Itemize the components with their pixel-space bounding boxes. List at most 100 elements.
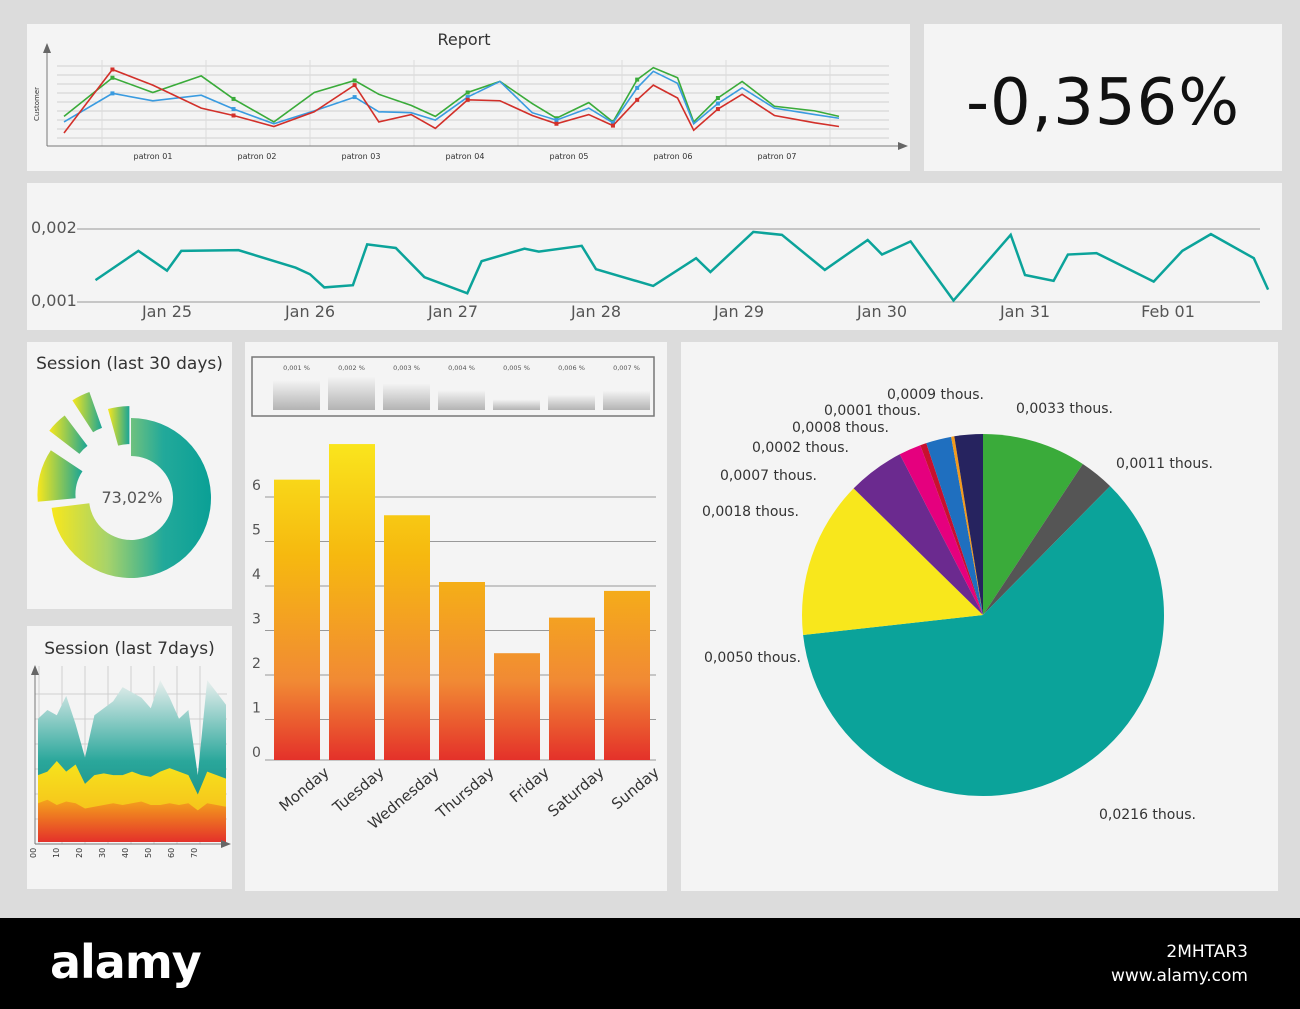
area-x-tick: 00 — [29, 848, 38, 858]
report-title: Report — [437, 30, 490, 49]
bar-panel: 0,001 % 0,002 % 0,003 % 0,004 % 0,005 % 0,006… — [245, 342, 667, 891]
mini-bar-label: 0,002 % — [338, 364, 365, 372]
timeline-chart: 0,002 0,001 Jan 25 Jan 26 Jan 27 Jan 28 Jan … — [31, 218, 1270, 321]
report-point — [231, 113, 236, 118]
mini-bar — [438, 390, 485, 410]
report-point — [231, 107, 236, 112]
pie-slice — [954, 434, 983, 615]
pie-label: 0,0001 thous. — [824, 403, 921, 419]
donut-main-segment — [51, 418, 212, 578]
bar — [439, 582, 485, 760]
pie-label: 0,0018 thous. — [702, 504, 799, 520]
pie-label: 0,0033 thous. — [1016, 401, 1113, 417]
timeline-ytick-top: 0,002 — [31, 218, 77, 237]
kpi-panel: -0,356% — [924, 24, 1282, 171]
donut-exploded-segment — [72, 392, 103, 433]
timeline-panel: 0,002 0,001 Jan 25 Jan 26 Jan 27 Jan 28 Jan … — [27, 183, 1282, 330]
pie-slice — [899, 445, 983, 615]
report-x-label: patron 05 — [550, 152, 589, 161]
pie-slice — [983, 434, 1083, 615]
report-point — [465, 90, 470, 95]
bar-y-tick: 6 — [252, 478, 261, 494]
donut-panel: Session (last 30 days) 73,02% — [27, 342, 232, 609]
mini-bar — [603, 390, 650, 410]
bar-x-label: Saturday — [544, 763, 607, 820]
pie-label: 0,0216 thous. — [1099, 807, 1196, 823]
watermark-brand: alamy — [50, 935, 202, 989]
report-point — [110, 67, 115, 72]
bar — [494, 653, 540, 760]
pie-panel: 0,0033 thous. 0,0011 thous. 0,0216 thous. 0… — [681, 342, 1278, 891]
pie-label: 0,0007 thous. — [720, 468, 817, 484]
mini-bar-label: 0,004 % — [448, 364, 475, 372]
area-title: Session (last 7days) — [44, 639, 215, 659]
pie-label: 0,0009 thous. — [887, 387, 984, 403]
timeline-x-label: Jan 30 — [856, 302, 907, 321]
bar-x-label: Monday — [276, 763, 333, 815]
timeline-series-line — [94, 230, 1270, 303]
watermark-footer — [0, 918, 1300, 1009]
mini-bar — [548, 395, 595, 410]
report-series-blue-line — [63, 70, 840, 126]
mini-bar — [328, 376, 375, 410]
report-point — [110, 91, 115, 96]
report-point — [231, 96, 236, 101]
report-point — [610, 120, 615, 125]
pie-label: 0,0050 thous. — [704, 650, 801, 666]
bar-x-label: Sunday — [608, 763, 663, 813]
donut-exploded-segment — [49, 415, 88, 454]
report-point — [715, 96, 720, 100]
report-point — [635, 97, 640, 102]
donut-exploded-segment — [107, 406, 130, 446]
report-x-label: patron 03 — [342, 152, 381, 161]
pie-slice — [951, 436, 983, 615]
pie-slice — [803, 486, 1164, 796]
bar — [329, 444, 375, 760]
mini-bar-label: 0,007 % — [613, 364, 640, 372]
report-point — [465, 95, 470, 100]
bar-y-tick: 0 — [252, 745, 261, 761]
pie-slice — [926, 436, 983, 615]
report-x-label: patron 04 — [446, 152, 485, 161]
bar-y-tick: 1 — [252, 701, 261, 717]
kpi-value: -0,356% — [965, 66, 1241, 140]
pie-slice — [920, 443, 983, 615]
area-x-tick: 50 — [144, 848, 153, 858]
pie-label: 0,0008 thous. — [792, 420, 889, 436]
report-ylabel: Customer — [33, 87, 41, 121]
bar — [274, 479, 320, 760]
area-x-tick: 60 — [167, 848, 176, 858]
area-x-tick: 10 — [52, 848, 61, 858]
donut-title: Session (last 30 days) — [36, 354, 223, 374]
area-series-red — [38, 799, 226, 842]
report-point — [715, 107, 720, 112]
timeline-x-label: Jan 25 — [141, 302, 192, 321]
bar-y-tick: 4 — [252, 567, 261, 583]
report-point — [715, 101, 720, 106]
report-x-label: patron 02 — [238, 152, 277, 161]
timeline-x-label: Jan 31 — [999, 302, 1050, 321]
donut-exploded-segment — [37, 450, 83, 502]
timeline-ytick-bottom: 0,001 — [31, 291, 77, 310]
watermark-code: 2MHTAR3 — [1166, 942, 1248, 962]
bar — [384, 515, 430, 760]
bar-x-label: Friday — [506, 763, 552, 806]
report-point — [352, 78, 357, 83]
report-point — [352, 83, 357, 88]
bar-x-label: Thursday — [432, 763, 498, 822]
report-chart: Report Customer patron 01 patron 02 patron… — [33, 30, 908, 161]
pie-slice — [983, 464, 1111, 615]
report-series-red-line — [63, 68, 840, 134]
pie-chart: 0,0033 thous. 0,0011 thous. 0,0216 thous. 0… — [702, 387, 1213, 823]
report-panel: Report Customer patron 01 patron 02 patron… — [27, 24, 910, 171]
mini-bar — [383, 383, 430, 410]
watermark-url: www.alamy.com — [1110, 966, 1248, 986]
area-panel: Session (last 7days) 00 10 20 30 40 50 60 70 — [27, 626, 232, 889]
report-point — [635, 85, 640, 90]
pie-slice — [802, 488, 983, 635]
mini-bar-label: 0,005 % — [503, 364, 530, 372]
area-x-tick: 20 — [75, 848, 84, 858]
bar — [549, 617, 595, 760]
area-x-tick: 40 — [121, 848, 130, 858]
bar-y-tick: 3 — [252, 612, 261, 628]
